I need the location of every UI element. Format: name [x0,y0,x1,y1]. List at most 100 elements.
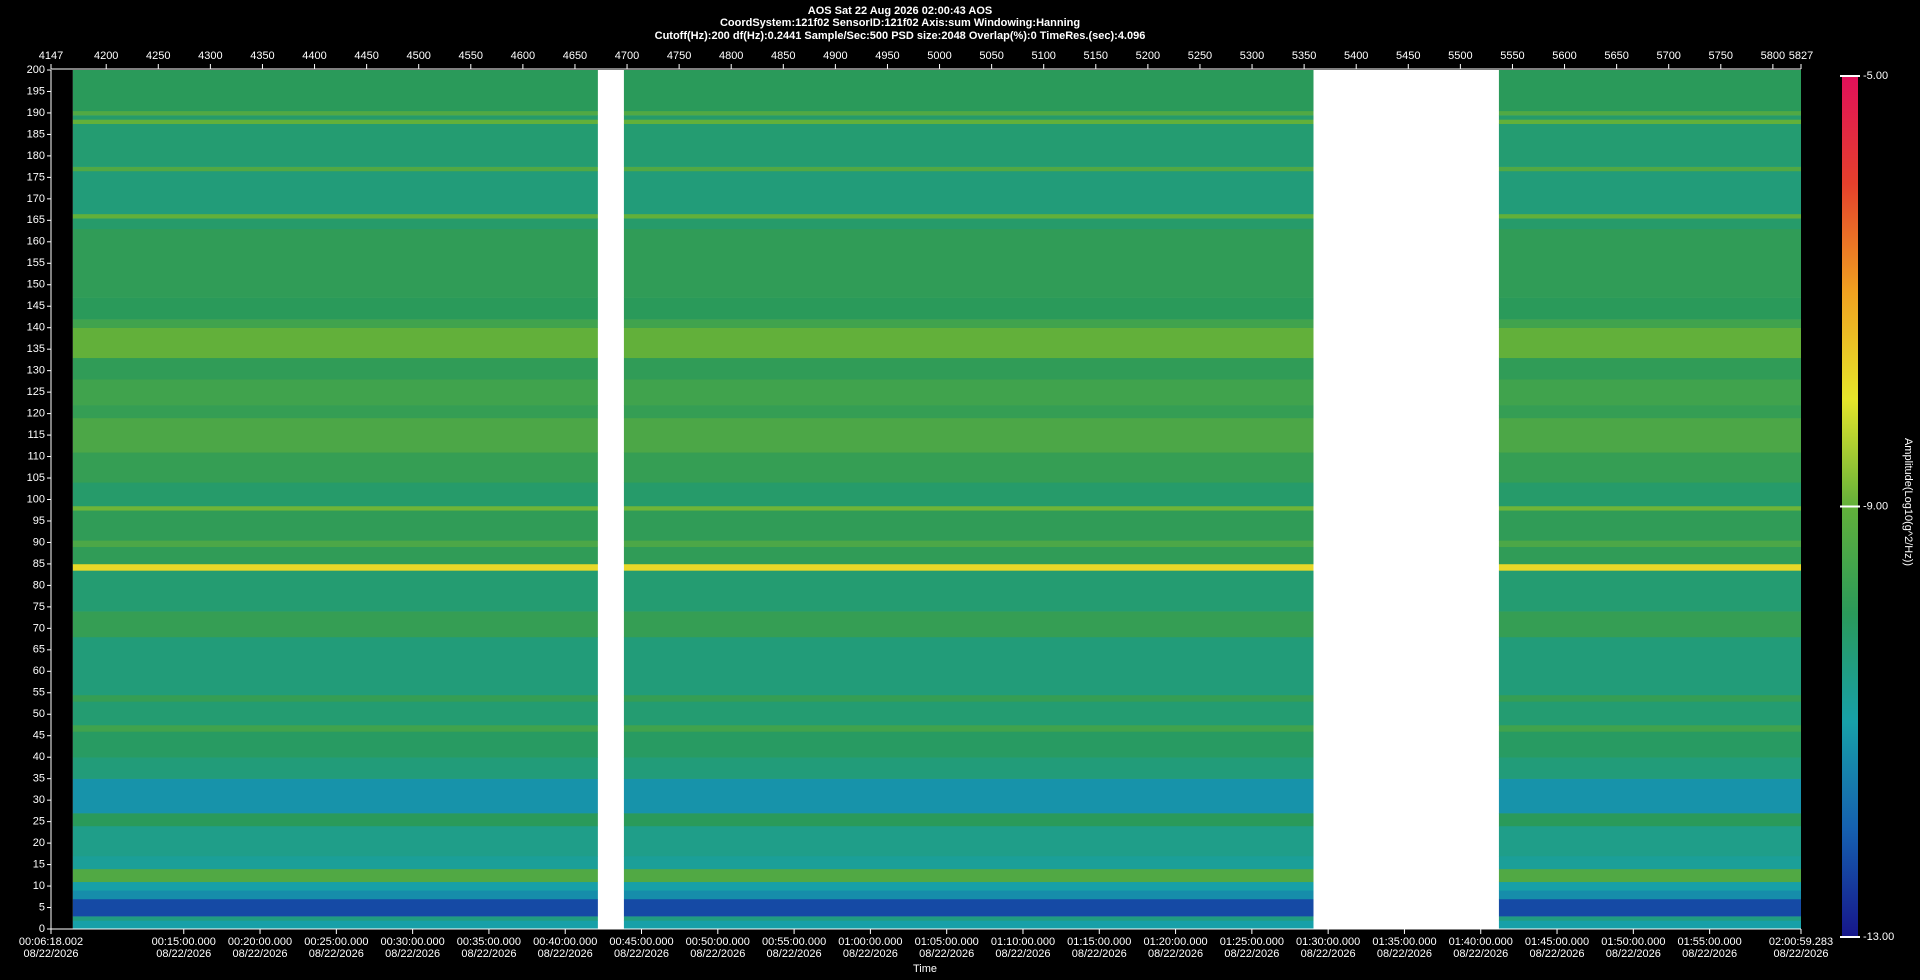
spectrogram-cell [72,379,598,406]
spectrogram-cell [1498,540,1801,548]
spectrogram-cell [72,357,598,380]
spectrogram-cell [72,510,598,541]
spectrogram-cell [1498,881,1801,891]
y-tick-label: 90 [33,536,45,548]
x-tick-label: 5400 [1344,50,1368,62]
x-tick-label: 5600 [1552,50,1576,62]
spectrogram-cell [623,855,1314,870]
spectrogram-cell [1498,119,1801,124]
y-tick-label: 95 [33,515,45,527]
spectrogram-cell [72,213,598,219]
x-tick-label: 5700 [1656,50,1680,62]
spectrogram-cells [72,70,1801,930]
spectrogram-cell [623,297,1314,320]
colorbar-tick-label: -5.00 [1863,70,1888,82]
spectrogram-cell [1498,110,1801,116]
colorbar-tick-label: -9.00 [1863,500,1888,512]
spectrogram-cell [623,110,1314,116]
colorbar-label: Amplitude(Log10(g^2/Hz)) [1902,438,1914,566]
spectrogram-cell [1498,825,1801,857]
spectrogram-cell [1498,327,1801,359]
x2-tick-label: 00:06:18.002 08/22/2026 [18,936,84,960]
spectrogram-cell [72,70,598,112]
y-tick-label: 15 [33,858,45,870]
y-tick-label: 190 [27,107,45,119]
y-tick-label: 20 [33,837,45,849]
y-tick-label: 140 [27,322,45,334]
spectrogram-cell [1498,898,1801,917]
spectrogram-cell [72,890,598,900]
spectrogram-cell [72,327,598,359]
x-tick-label: 5300 [1240,50,1264,62]
x2-tick-label: 00:20:00.000 08/22/2026 [227,936,293,960]
spectrogram-cell [72,563,598,571]
x-tick-label: 5450 [1396,50,1420,62]
spectrogram-cell [623,379,1314,406]
spectrogram-cell [72,123,598,167]
spectrogram-cell [1498,510,1801,541]
x-tick-label: 4450 [354,50,378,62]
spectrogram-cell [623,505,1314,511]
y-tick-label: 145 [27,300,45,312]
y-tick-label: 180 [27,150,45,162]
x2-tick-label: 00:55:00.000 08/22/2026 [761,936,827,960]
spectrogram-cell [72,611,598,638]
spectrogram-cell [623,327,1314,359]
spectrogram-cell [623,123,1314,167]
spectrogram-cell [1498,166,1801,172]
y-tick-label: 65 [33,644,45,656]
spectrogram-cell [1498,452,1801,483]
spectrogram-cell [623,540,1314,548]
spectrogram-cell [623,482,1314,507]
y-tick-label: 60 [33,665,45,677]
spectrogram-cell [623,868,1314,883]
y-tick-label: 115 [27,429,45,441]
spectrogram-cell [623,694,1314,702]
spectrogram-cell [72,757,598,779]
spectrogram-cell [1498,611,1801,638]
y-tick-label: 175 [27,171,45,183]
spectrogram-cell [1498,731,1801,758]
x-tick-label: 4350 [250,50,274,62]
spectrogram-cell [72,115,598,120]
spectrogram-cell [623,731,1314,758]
x2-tick-label: 00:15:00.000 08/22/2026 [151,936,216,960]
y-tick-label: 85 [33,558,45,570]
spectrogram-cell [623,119,1314,124]
spectrogram-cell [72,570,598,612]
spectrogram-cell [1498,297,1801,320]
x-tick-label: 5650 [1604,50,1628,62]
spectrogram-cell [623,636,1314,696]
spectrogram-cell [623,452,1314,483]
x-tick-label: 4250 [146,50,170,62]
y-tick-label: 135 [27,343,45,355]
y-tick-label: 185 [27,128,45,140]
colorbar-tick-label: -13.00 [1863,931,1894,943]
spectrogram-cell [623,916,1314,921]
spectrogram-cell [72,881,598,891]
spectrogram-cell [72,297,598,320]
chart-title: AOS Sat 22 Aug 2026 02:00:43 AOS [808,5,992,17]
spectrogram-cell [72,546,598,565]
spectrogram-cell [72,119,598,124]
spectrogram-cell [1498,482,1801,507]
spectrogram-cell [72,417,598,453]
spectrogram-cell [72,825,598,857]
spectrogram-cell [623,570,1314,612]
spectrogram-cell [1498,701,1801,726]
x-tick-label: 4550 [459,50,483,62]
y-tick-label: 25 [33,816,45,828]
spectrogram-cell [72,170,598,215]
y-tick-label: 45 [33,730,45,742]
spectrogram-cell [72,405,598,419]
spectrogram-cell [1498,357,1801,380]
spectrogram-cell [72,920,598,930]
y-tick-label: 110 [27,450,45,462]
x2-tick-label: 02:00:59.283 08/22/2026 [1768,936,1834,960]
x-tick-label: 5150 [1084,50,1108,62]
chart-subtitle: Cutoff(Hz):200 df(Hz):0.2441 Sample/Sec:… [655,30,1146,42]
spectrogram-cell [623,563,1314,571]
spectrogram-cell [1498,70,1801,112]
spectrogram-cell [1498,379,1801,406]
x-tick-label: 4850 [771,50,795,62]
